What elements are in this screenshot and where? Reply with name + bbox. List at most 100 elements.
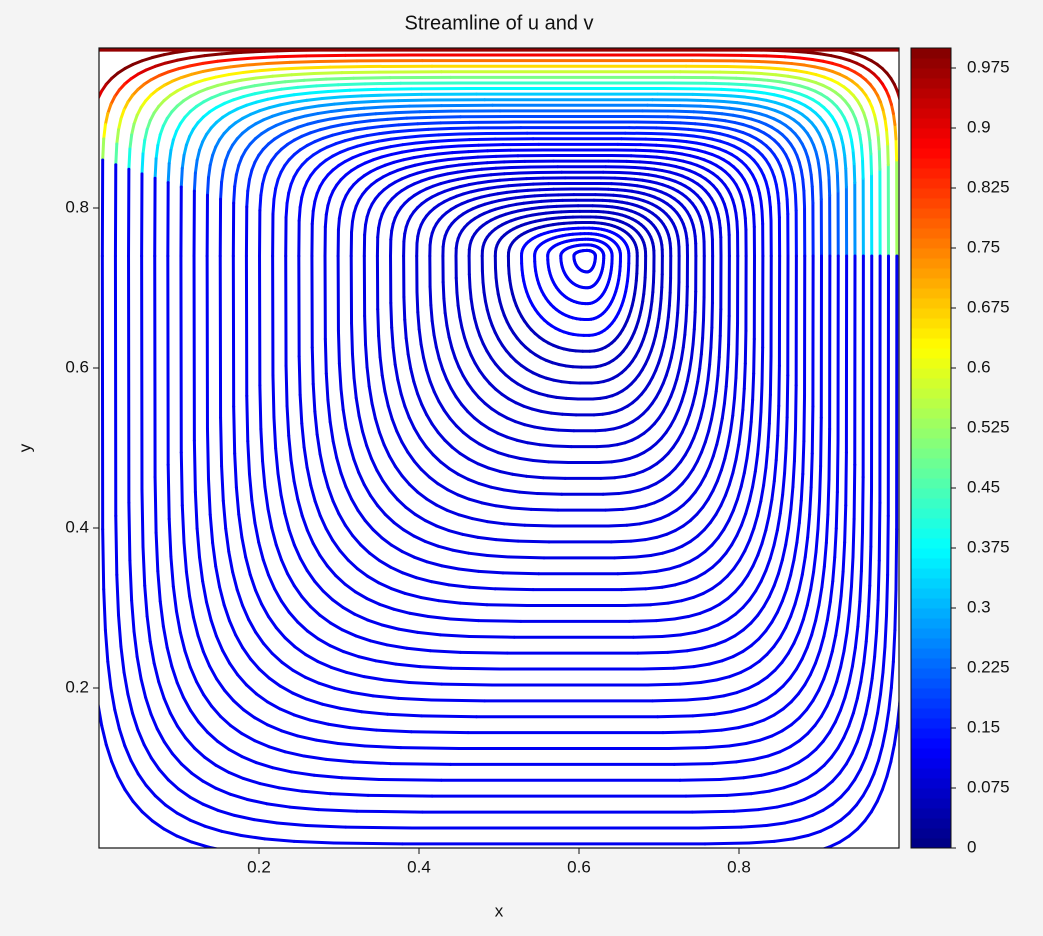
streamline-segment [104, 743, 114, 764]
streamline-segment [719, 494, 727, 508]
streamline-segment [672, 109, 696, 114]
streamline-segment [801, 603, 809, 622]
streamline-segment [766, 750, 782, 758]
streamline-segment [460, 532, 480, 539]
streamline-segment [380, 623, 401, 631]
streamline-segment [279, 558, 289, 576]
streamline-segment [278, 100, 295, 107]
streamline-segment [781, 471, 787, 497]
streamline-segment [376, 504, 387, 516]
streamline-segment [153, 794, 167, 807]
streamline-segment [704, 81, 731, 86]
streamline-segment [725, 567, 736, 578]
streamline-segment [657, 307, 662, 321]
streamline-segment [231, 570, 239, 592]
streamline-segment [798, 732, 810, 743]
streamline-segment [309, 483, 317, 503]
streamline-segment [130, 122, 136, 137]
streamline-segment [762, 713, 776, 722]
streamline-segment [773, 684, 785, 695]
streamline-segment [292, 91, 312, 97]
streamline-segment [162, 740, 174, 756]
streamline-segment [756, 499, 763, 518]
colorbar-band [911, 638, 951, 649]
streamline-segment [716, 528, 726, 540]
streamline-segment [734, 757, 756, 764]
streamline-segment [866, 584, 872, 618]
streamline-segment [335, 456, 343, 475]
streamline-segment [460, 402, 470, 414]
streamline-segment [834, 490, 839, 530]
streamline-segment [305, 465, 313, 487]
streamline-segment [407, 416, 416, 430]
colorbar-band [911, 368, 951, 379]
streamline-segment [416, 490, 429, 501]
streamline-segment [403, 404, 411, 420]
streamline-segment [719, 457, 727, 472]
streamline-segment [776, 404, 781, 438]
streamline-segment [694, 571, 707, 580]
streamline-segment [267, 615, 278, 630]
streamline-segment [797, 499, 803, 525]
streamline-segment [737, 426, 743, 447]
streamline-segment [365, 365, 371, 388]
streamline-segment [701, 135, 714, 141]
streamline-segment [310, 346, 315, 386]
streamline-segment [775, 802, 794, 809]
streamline-segment [377, 137, 393, 143]
streamline-segment [434, 165, 449, 170]
streamline-segment [885, 760, 893, 778]
streamline-segment [348, 726, 378, 732]
streamline-segment [144, 64, 157, 72]
streamline-segment [839, 811, 851, 822]
streamline-segment [249, 109, 261, 116]
streamline-segment [509, 555, 546, 560]
streamline-segment [351, 534, 363, 547]
streamline-segment [768, 205, 773, 223]
colorbar-band [911, 698, 951, 709]
colorbar-band [911, 318, 951, 329]
streamline-segment [425, 497, 438, 507]
streamline-segment [818, 464, 823, 503]
streamline-segment [182, 540, 188, 574]
streamline-segment [518, 182, 535, 187]
streamline-segment [127, 147, 132, 171]
streamline-segment [232, 405, 237, 456]
streamline-segment [718, 226, 723, 239]
streamline-segment [275, 821, 308, 827]
streamline-segment [460, 326, 467, 340]
streamline-segment [223, 688, 236, 703]
streamline-segment [408, 127, 430, 132]
streamline-segment [811, 688, 821, 703]
streamline-segment [633, 504, 647, 510]
streamline-segment [385, 643, 409, 650]
streamline-segment [716, 618, 729, 627]
streamline-segment [457, 567, 481, 573]
streamline-segment [476, 535, 498, 542]
streamline-segment [436, 151, 454, 156]
streamline-segment [743, 216, 748, 232]
streamline-segment [201, 650, 212, 668]
streamline-segment [328, 644, 346, 654]
streamline-segment [824, 153, 830, 167]
streamline-segment [772, 707, 785, 717]
streamline-segment [703, 565, 715, 575]
streamline-segment [287, 125, 300, 133]
streamline-segment [263, 485, 270, 511]
streamline-segment [782, 855, 801, 857]
streamline-segment [533, 425, 548, 431]
streamline-segment [718, 574, 729, 585]
streamline-segment [805, 70, 818, 77]
streamline-segment [214, 73, 231, 79]
streamline-segment [399, 746, 461, 751]
streamline-segment [802, 189, 807, 209]
streamline-segment [252, 55, 279, 60]
streamline-segment [428, 285, 433, 307]
streamline-segment [885, 573, 890, 617]
streamline-segment [904, 134, 905, 155]
colorbar-band [911, 388, 951, 399]
streamline-segment [214, 763, 231, 774]
streamline-segment [541, 476, 567, 480]
streamline-segment [190, 840, 211, 848]
